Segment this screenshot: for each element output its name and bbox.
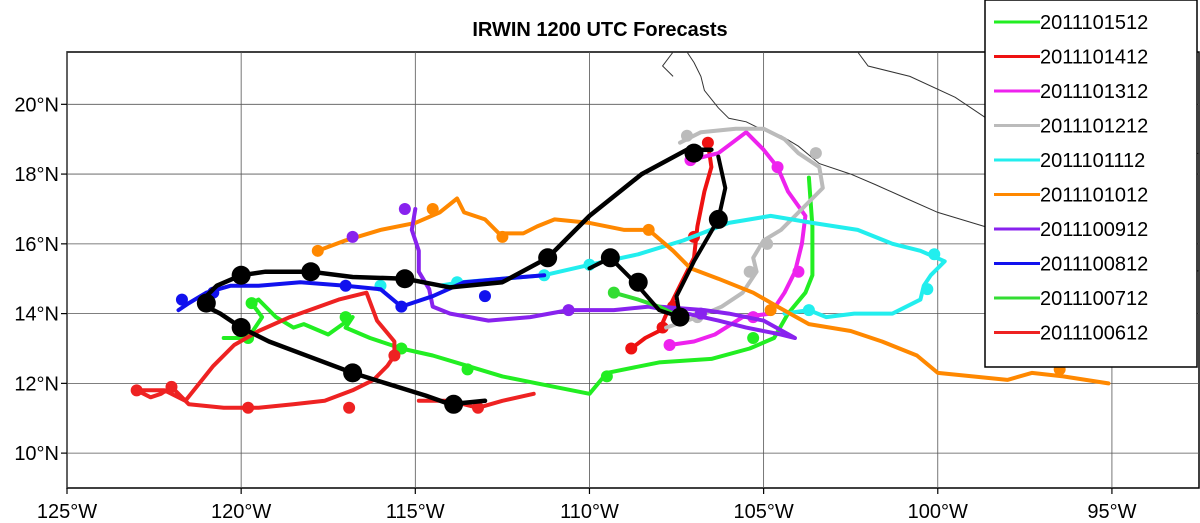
series-2011100712 [607, 286, 676, 316]
track-point [478, 290, 491, 303]
track-point [388, 349, 401, 362]
best-track-point [600, 248, 620, 268]
best-track-point [395, 269, 415, 289]
track-point [764, 304, 777, 317]
best-track-point [708, 209, 728, 229]
track-point [802, 304, 815, 317]
track-point [242, 401, 255, 414]
forecast-tracks [130, 126, 1111, 414]
track-point [771, 161, 784, 174]
track-point [339, 311, 352, 324]
track-point [343, 401, 356, 414]
series-2011101512 [221, 175, 815, 396]
track-point [426, 202, 439, 215]
best-track-point [628, 272, 648, 292]
legend-label: 2011101412 [1040, 47, 1148, 69]
legend-label: 2011100812 [1040, 254, 1148, 276]
track-line [667, 130, 808, 347]
legend-label: 2011100612 [1040, 323, 1148, 345]
y-tick-label: 20°N [14, 94, 59, 116]
best-track-point [670, 307, 690, 327]
track-point [701, 136, 714, 149]
series-2011101312 [663, 130, 808, 351]
legend-label: 2011101212 [1040, 116, 1148, 138]
track-point [747, 332, 760, 345]
track-point [607, 286, 620, 299]
y-axis-ticks: 10°N 12°N 14°N 16°N 18°N 20°N [14, 94, 67, 465]
track-line [409, 207, 797, 340]
best-track-point [538, 248, 558, 268]
x-axis-ticks: 125°W 120°W 115°W 110°W 105°W 100°W 95°W [37, 488, 1137, 523]
track-point [496, 230, 509, 243]
track-point [461, 363, 474, 376]
best-track-point [231, 318, 251, 338]
track-point [743, 265, 756, 278]
track-point [761, 237, 774, 250]
track-line [664, 126, 825, 330]
y-tick-label: 10°N [14, 443, 59, 465]
x-tick-label: 95°W [1087, 501, 1136, 523]
chart-title: IRWIN 1200 UTC Forecasts [472, 19, 727, 41]
series-2011100812 [175, 273, 547, 313]
track-point [395, 300, 408, 313]
track-point [642, 223, 655, 236]
track-line [437, 213, 947, 320]
coastline-segment [661, 51, 674, 77]
track-point [928, 248, 941, 261]
track-line [221, 175, 815, 396]
track-point [398, 202, 411, 215]
track-point [694, 307, 707, 320]
series-2011101012 [311, 196, 1111, 386]
track-point [311, 244, 324, 257]
x-tick-label: 110°W [560, 501, 619, 523]
best-track-point [684, 143, 704, 163]
best-track-branch [587, 154, 728, 320]
x-tick-label: 120°W [211, 501, 271, 523]
best-track-point [301, 262, 321, 282]
track-line [611, 290, 676, 316]
y-tick-label: 16°N [14, 234, 59, 256]
track-point [625, 342, 638, 355]
x-tick-label: 105°W [733, 501, 793, 523]
track-point [809, 147, 822, 160]
series-2011100612 [130, 290, 485, 414]
track-point [792, 265, 805, 278]
legend: 2011101512 2011101412 2011101312 2011101212… [984, 0, 1198, 368]
best-track-point [231, 265, 251, 285]
y-tick-label: 12°N [14, 373, 59, 395]
track-point [680, 129, 693, 142]
x-tick-label: 100°W [908, 501, 968, 523]
track-line [134, 290, 397, 410]
best-track-point [444, 394, 464, 414]
best-track-point [343, 363, 363, 383]
legend-label: 2011101112 [1040, 150, 1145, 172]
x-tick-label: 115°W [386, 501, 445, 523]
legend-label: 2011100712 [1040, 288, 1148, 310]
track-line [315, 196, 1111, 386]
track-point [562, 304, 575, 317]
track-point [600, 370, 613, 383]
track-point [165, 380, 178, 393]
best-track [196, 143, 728, 414]
legend-box [984, 0, 1198, 368]
legend-label: 2011101312 [1040, 81, 1148, 103]
y-tick-label: 18°N [14, 164, 59, 186]
track-point [175, 293, 188, 306]
track-point [656, 321, 669, 334]
y-tick-label: 14°N [14, 304, 59, 326]
track-point [346, 230, 359, 243]
legend-label: 2011101012 [1040, 185, 1148, 207]
x-tick-label: 125°W [37, 501, 97, 523]
track-point [663, 338, 676, 351]
series-2011100912 [346, 202, 797, 340]
best-track-point [196, 293, 216, 313]
track-point [921, 283, 934, 296]
track-point [130, 384, 143, 397]
legend-label: 2011101512 [1040, 12, 1148, 34]
track-point [245, 297, 258, 310]
series-2011101112 [374, 213, 947, 320]
track-point [339, 279, 352, 292]
legend-label: 2011100912 [1040, 219, 1148, 241]
